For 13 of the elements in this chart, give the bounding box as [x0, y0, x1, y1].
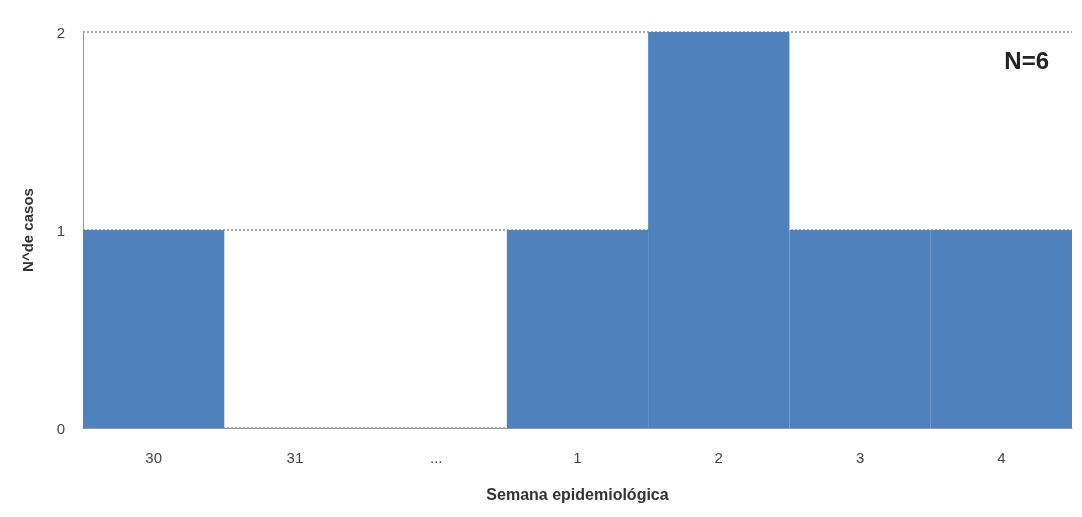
y-tick-label: 0: [56, 419, 65, 437]
x-tick-label: 3: [855, 449, 865, 466]
x-tick-label: 2: [714, 449, 723, 466]
y-tick-label: 2: [56, 23, 65, 41]
x-tick-label: ...: [429, 449, 443, 466]
x-tick-label: 4: [997, 449, 1006, 466]
x-tick-label: 30: [145, 449, 162, 466]
x-axis-title: Semana epidemiológica: [486, 485, 669, 503]
x-tick-label: 31: [286, 449, 304, 466]
x-tick-label: 1: [573, 449, 582, 466]
y-axis-title: N^de casos: [19, 188, 36, 272]
y-tick-label: 1: [56, 221, 65, 239]
annotation: N=6: [1004, 46, 1050, 74]
